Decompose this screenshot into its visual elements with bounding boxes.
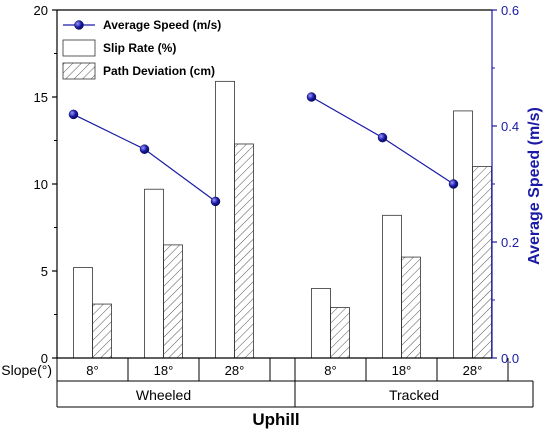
path-deviation-bar-wheeled-1 — [163, 244, 183, 359]
category-label-wheeled-1: 18° — [154, 363, 174, 378]
category-table: Slope(°) 8° 18° 28° Wheeled 8° 18° 28° Tracked — [1, 357, 534, 408]
legend-entry-label: Path Deviation (cm) — [103, 64, 215, 78]
plot-layer — [68, 80, 492, 359]
slope-row-label: Slope(°) — [1, 362, 52, 378]
speed-line-wheeled — [73, 113, 216, 202]
legend-entry-label: Average Speed (m/s) — [103, 18, 221, 32]
slip-rate-bar-wheeled-2 — [215, 80, 235, 359]
speed-point-wheeled-1 — [139, 144, 150, 154]
slip-rate-bar-tracked-1 — [382, 214, 402, 359]
path-deviation-bar-tracked-0 — [330, 307, 350, 359]
path-deviation-bar-wheeled-0 — [92, 303, 112, 359]
slip-rate-bar-wheeled-0 — [73, 267, 93, 359]
slip-rate-bar-tracked-0 — [311, 287, 331, 359]
speed-point-wheeled-0 — [68, 109, 79, 120]
legend-bar-swatch — [62, 39, 96, 57]
legend-bar-swatch — [62, 62, 96, 80]
speed-point-tracked-2 — [448, 179, 459, 189]
right-tick-label: 0.0 — [501, 351, 519, 366]
group-label-tracked: Tracked — [389, 387, 439, 403]
category-label-tracked-2: 28° — [463, 363, 483, 378]
speed-point-tracked-0 — [306, 92, 317, 102]
left-tick-label: 10 — [34, 177, 48, 192]
legend-entry-label: Slip Rate (%) — [103, 41, 176, 55]
right-axis-label: Average Speed (m/s) — [526, 107, 543, 265]
left-tick-label: 15 — [34, 90, 48, 105]
right-tick-label: 0.6 — [501, 3, 519, 18]
path-deviation-bar-tracked-1 — [401, 256, 421, 359]
category-label-wheeled-2: 28° — [225, 363, 245, 378]
left-tick-label: 5 — [41, 264, 48, 279]
slip-rate-bar-wheeled-1 — [144, 188, 164, 359]
legend: Average Speed (m/s) Slip Rate (%) Path Dev… — [62, 18, 221, 80]
group-label-wheeled: Wheeled — [136, 387, 191, 403]
speed-point-wheeled-2 — [210, 196, 221, 207]
right-tick-label: 0.2 — [501, 235, 519, 250]
speed-point-tracked-1 — [377, 132, 388, 143]
path-deviation-bar-tracked-2 — [472, 166, 492, 359]
left-tick-label: 20 — [34, 3, 48, 18]
category-label-tracked-0: 8° — [324, 363, 336, 378]
category-label-wheeled-0: 8° — [86, 363, 98, 378]
right-tick-label: 0.4 — [501, 119, 519, 134]
path-deviation-bar-wheeled-2 — [234, 143, 254, 359]
left-tick-label: 0 — [41, 351, 48, 366]
x-axis-label: Uphill — [252, 410, 299, 429]
category-label-tracked-1: 18° — [392, 363, 412, 378]
legend-ball-swatch — [74, 20, 84, 30]
slip-rate-bar-tracked-2 — [453, 110, 473, 359]
axes-layer: 0 5 10 15 20 0.0 0.2 0.4 0.6 — [34, 3, 520, 366]
